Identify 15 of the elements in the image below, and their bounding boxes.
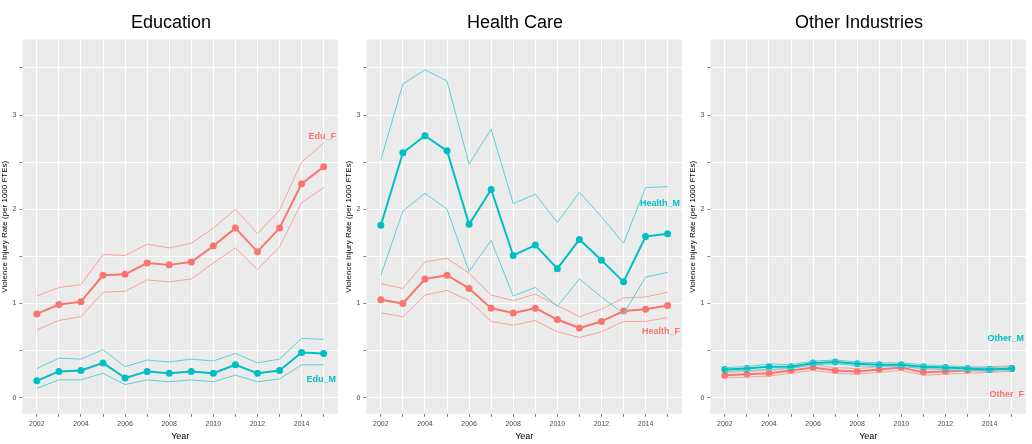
series-label: Health_F	[641, 325, 681, 336]
y-axis-title: Violence Injury Rate (per 1000 FTEs)	[688, 160, 697, 293]
chart-title: Education	[130, 11, 212, 32]
text: Edu_M	[306, 373, 336, 384]
x-axis-title: Year	[859, 431, 878, 442]
x-axis-title: Year	[515, 431, 534, 442]
y-axis-title: Violence Injury Rate (per 1000 FTEs)	[344, 160, 353, 293]
text: Other_F	[989, 389, 1025, 400]
text: Edu_F	[308, 131, 337, 142]
y-axis-title: Violence Injury Rate (per 1000 FTEs)	[0, 160, 9, 293]
text: Other_M	[987, 333, 1024, 344]
x-axis-title: Year	[171, 431, 190, 442]
chart-title: Health Care	[466, 11, 564, 32]
chart-title: Other Industries	[794, 11, 924, 32]
text: Health_M	[639, 198, 680, 209]
